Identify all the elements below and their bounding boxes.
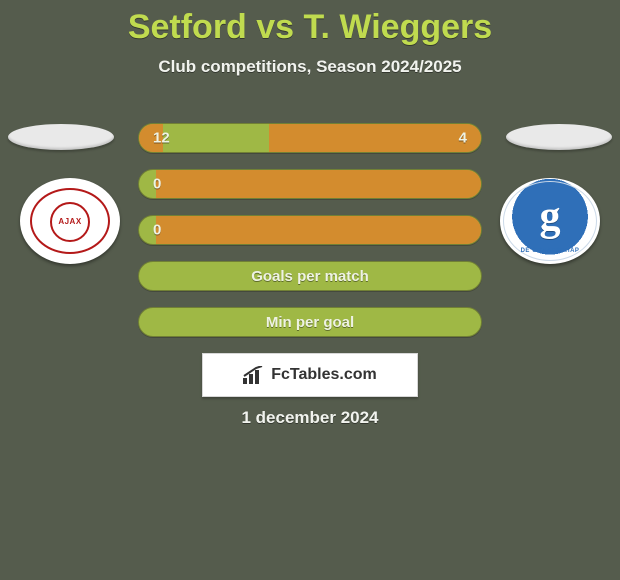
stat-fill-right	[269, 124, 481, 152]
stat-fill-right	[156, 170, 481, 198]
stat-value-right: 4	[459, 130, 467, 147]
stat-label: Min per goal	[266, 314, 354, 331]
club-badge-right: g DE GRAAFSCHAP	[500, 178, 600, 264]
stat-bar: Goals per match	[138, 261, 482, 291]
stat-label: Goals per match	[251, 268, 369, 285]
stat-bars: 124Matches0Goals0HattricksGoals per matc…	[138, 123, 482, 353]
stat-bar: Min per goal	[138, 307, 482, 337]
player-head-right	[506, 124, 612, 150]
player-head-left	[8, 124, 114, 150]
stat-bar: 0Goals	[138, 169, 482, 199]
branding-box[interactable]: FcTables.com	[202, 353, 418, 397]
stat-value-left: 0	[153, 176, 161, 193]
graafschap-text: DE GRAAFSCHAP	[521, 248, 580, 254]
date-text: 1 december 2024	[0, 408, 620, 428]
page-title: Setford vs T. Wieggers	[0, 0, 620, 47]
branding-text: FcTables.com	[271, 366, 377, 384]
stat-bar: 124Matches	[138, 123, 482, 153]
stat-bar: 0Hattricks	[138, 215, 482, 245]
ajax-logo: AJAX	[30, 188, 110, 254]
comparison-card: Setford vs T. Wieggers Club competitions…	[0, 0, 620, 440]
stat-fill-right	[156, 216, 481, 244]
graafschap-logo: g	[540, 193, 561, 241]
stat-value-left: 0	[153, 222, 161, 239]
stat-value-left: 12	[153, 130, 170, 147]
chart-icon	[243, 366, 265, 384]
subtitle: Club competitions, Season 2024/2025	[0, 57, 620, 77]
club-badge-left: AJAX	[20, 178, 120, 264]
